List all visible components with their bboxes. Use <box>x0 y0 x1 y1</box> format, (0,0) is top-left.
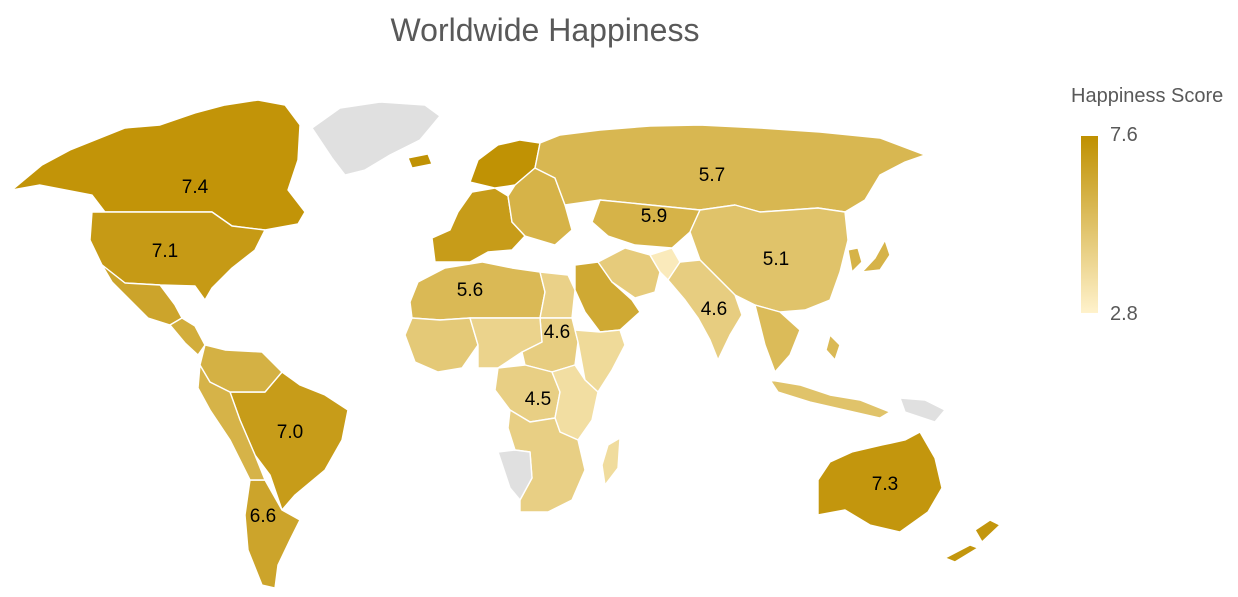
region-brazil <box>229 371 349 511</box>
region-eastern-europe <box>507 167 573 246</box>
legend-max-label: 7.6 <box>1110 124 1138 146</box>
region-greenland <box>311 101 441 176</box>
region-russia <box>534 124 926 213</box>
score-label-congo-region: 4.5 <box>525 389 551 410</box>
region-southeast-asia <box>754 304 801 373</box>
region-australia <box>817 431 943 533</box>
region-argentina <box>244 479 301 589</box>
world-map: 7.4 7.1 7.0 6.6 5.7 5.9 5.1 5.6 4.6 4.6 4.5 7.3 <box>11 99 1001 589</box>
score-label-india: 4.6 <box>701 299 727 320</box>
region-namibia <box>497 449 533 501</box>
region-india <box>667 259 743 361</box>
region-central-america <box>169 317 206 356</box>
score-label-central-asia: 5.9 <box>641 206 667 227</box>
land-layer <box>11 99 1001 589</box>
region-horn-of-africa <box>574 329 626 393</box>
region-colombia-venezuela <box>199 344 283 393</box>
legend-color-bar <box>1081 136 1098 313</box>
region-madagascar <box>601 437 621 486</box>
score-label-australia: 7.3 <box>872 474 898 495</box>
region-japan <box>861 239 891 273</box>
score-label-brazil: 7.0 <box>277 422 303 443</box>
region-indonesia <box>769 379 891 419</box>
region-new-zealand-south <box>944 544 979 563</box>
score-label-central-africa: 4.6 <box>544 322 570 343</box>
score-label-north-africa: 5.6 <box>457 280 483 301</box>
score-label-argentina: 6.6 <box>250 506 276 527</box>
region-canada <box>11 99 306 231</box>
label-layer: 7.4 7.1 7.0 6.6 5.7 5.9 5.1 5.6 4.6 4.6 4.5 7.3 <box>152 165 898 527</box>
region-new-zealand <box>974 519 1001 543</box>
region-korea <box>847 247 863 273</box>
region-iran <box>597 247 661 299</box>
score-label-russia: 5.7 <box>699 165 725 186</box>
legend-title: Happiness Score <box>1071 85 1224 107</box>
region-egypt <box>539 271 576 319</box>
score-label-united-states: 7.1 <box>152 241 178 262</box>
legend-min-label: 2.8 <box>1110 303 1138 325</box>
map-title: Worldwide Happiness <box>390 12 700 48</box>
region-east-africa <box>551 364 599 441</box>
score-label-china: 5.1 <box>763 249 789 270</box>
region-iceland <box>407 153 433 169</box>
region-papua-new-guinea <box>899 397 946 423</box>
region-philippines <box>825 334 841 361</box>
score-label-canada: 7.4 <box>182 177 209 198</box>
region-sahel <box>469 317 543 369</box>
region-west-africa <box>404 317 479 373</box>
